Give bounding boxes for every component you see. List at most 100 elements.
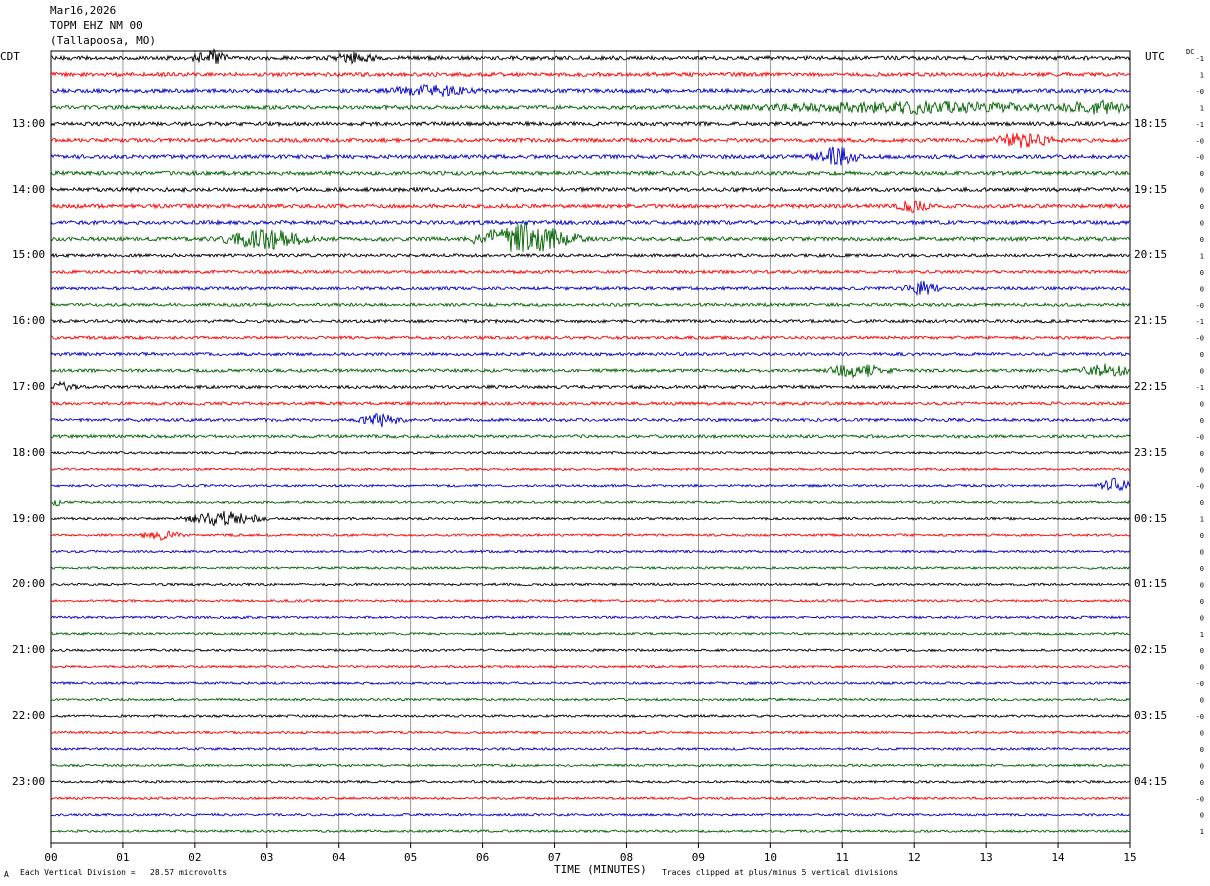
dc-header-label: DC xyxy=(1186,48,1195,56)
x-tick-label-4: 04 xyxy=(332,851,346,864)
dc-offset-43: 0 xyxy=(1200,762,1204,770)
trace-14 xyxy=(50,280,1131,297)
dc-offset-28: 1 xyxy=(1200,516,1204,524)
dc-offset-45: -0 xyxy=(1196,795,1204,803)
dc-offset-1: 1 xyxy=(1200,71,1204,79)
trace-3 xyxy=(50,98,1131,115)
left-hour-label: 13:00 xyxy=(12,116,46,130)
right-hour-label: 22:15 xyxy=(1134,380,1168,393)
trace-40 xyxy=(50,713,1131,719)
dc-offset-47: 1 xyxy=(1200,828,1204,836)
dc-offset-44: 0 xyxy=(1200,779,1204,787)
dc-offset-33: 0 xyxy=(1200,598,1204,606)
dc-offset-21: 0 xyxy=(1200,400,1204,408)
dc-offset-46: 0 xyxy=(1200,812,1204,820)
left-hour-label: 16:00 xyxy=(12,314,46,328)
left-hour-label: 23:00 xyxy=(12,774,46,788)
trace-33 xyxy=(50,598,1131,604)
dc-offset-labels: -1 1 -0 1 -1 -0 -0 0 0 0 0 0 1 0 0 -0 -1 -0 0 0 -1 0 0 -0 0 0 -0 0 1… xyxy=(1196,55,1204,836)
trace-20 xyxy=(50,380,1131,392)
dc-offset-22: 0 xyxy=(1200,417,1204,425)
x-tick-label-5: 05 xyxy=(404,851,417,864)
trace-26 xyxy=(51,477,1131,492)
trace-42 xyxy=(51,746,1131,752)
x-tick-label-1: 01 xyxy=(116,851,129,864)
trace-9 xyxy=(50,200,1131,213)
dc-offset-36: 0 xyxy=(1200,647,1204,655)
dc-offset-19: 0 xyxy=(1200,368,1204,376)
dc-offset-3: 1 xyxy=(1200,104,1204,112)
dc-offset-12: 1 xyxy=(1200,252,1204,260)
dc-offset-20: -1 xyxy=(1196,384,1204,392)
right-hour-label: 04:15 xyxy=(1134,774,1168,788)
trace-37 xyxy=(50,664,1131,669)
trace-24 xyxy=(50,450,1131,455)
dc-offset-26: -0 xyxy=(1196,483,1204,491)
dc-offset-39: 0 xyxy=(1200,697,1204,705)
right-hour-label: 21:15 xyxy=(1134,314,1168,328)
trace-12 xyxy=(50,252,1131,259)
dc-offset-37: 0 xyxy=(1200,664,1204,672)
x-tick-label-8: 08 xyxy=(620,851,633,864)
dc-offset-15: -0 xyxy=(1196,302,1204,310)
right-hour-label: 00:15 xyxy=(1134,511,1168,525)
dc-offset-7: 0 xyxy=(1200,170,1204,178)
left-hour-label: 19:00 xyxy=(12,511,46,525)
x-tick-label-3: 03 xyxy=(260,851,273,864)
trace-27 xyxy=(50,499,1131,507)
left-hour-label: 18:00 xyxy=(12,445,46,459)
clip-text: Traces clipped at plus/minus 5 vertical … xyxy=(662,868,899,877)
dc-offset-0: -1 xyxy=(1196,55,1204,63)
footer-mark: A xyxy=(4,870,9,879)
dc-offset-23: -0 xyxy=(1196,433,1204,441)
seismic-traces xyxy=(50,47,1131,834)
right-hour-label: 03:15 xyxy=(1134,709,1168,722)
trace-31 xyxy=(50,565,1131,571)
trace-47 xyxy=(50,828,1131,834)
x-tick-label-11: 11 xyxy=(836,851,849,864)
dc-offset-16: -1 xyxy=(1196,318,1204,326)
x-tick-label-12: 12 xyxy=(908,851,921,864)
trace-7 xyxy=(50,169,1131,177)
dc-offset-31: 0 xyxy=(1200,565,1204,573)
trace-46 xyxy=(50,812,1131,817)
trace-38 xyxy=(50,680,1131,686)
dc-offset-11: 0 xyxy=(1200,236,1204,244)
trace-19 xyxy=(50,363,1131,379)
dc-offset-5: -0 xyxy=(1196,137,1204,145)
dc-offset-41: 0 xyxy=(1200,729,1204,737)
trace-4 xyxy=(50,120,1130,128)
right-hour-label: 02:15 xyxy=(1134,643,1168,657)
trace-23 xyxy=(50,433,1131,440)
trace-29 xyxy=(50,530,1131,541)
trace-13 xyxy=(50,268,1131,275)
trace-35 xyxy=(50,631,1131,636)
trace-41 xyxy=(50,730,1131,735)
right-hour-label: 20:15 xyxy=(1134,248,1168,262)
trace-34 xyxy=(50,614,1131,620)
trace-39 xyxy=(50,697,1131,702)
trace-43 xyxy=(50,763,1131,768)
x-tick-label-14: 14 xyxy=(1051,851,1065,864)
dc-offset-29: 0 xyxy=(1200,532,1204,540)
header-station: TOPM EHZ NM 00 xyxy=(50,19,143,32)
dc-offset-40: -0 xyxy=(1196,713,1204,721)
dc-offset-25: 0 xyxy=(1200,466,1204,474)
x-tick-label-9: 09 xyxy=(692,851,705,864)
trace-0 xyxy=(51,47,1131,65)
x-tick-label-10: 10 xyxy=(764,851,777,864)
x-tick-label-7: 07 xyxy=(548,851,561,864)
dc-offset-34: 0 xyxy=(1200,614,1204,622)
left-hour-label: 22:00 xyxy=(12,709,46,722)
x-tick-label-6: 06 xyxy=(476,851,489,864)
trace-18 xyxy=(50,351,1131,357)
dc-offset-2: -0 xyxy=(1196,88,1204,96)
x-axis-ticks: 00 01 02 03 04 05 06 07 08 09 10 11 12 13 14 15 xyxy=(44,843,1137,864)
trace-8 xyxy=(50,185,1131,194)
right-hour-label: 18:15 xyxy=(1134,116,1168,130)
dc-offset-9: 0 xyxy=(1200,203,1204,211)
trace-10 xyxy=(50,218,1131,227)
trace-44 xyxy=(50,779,1131,785)
dc-offset-35: 1 xyxy=(1200,631,1204,639)
